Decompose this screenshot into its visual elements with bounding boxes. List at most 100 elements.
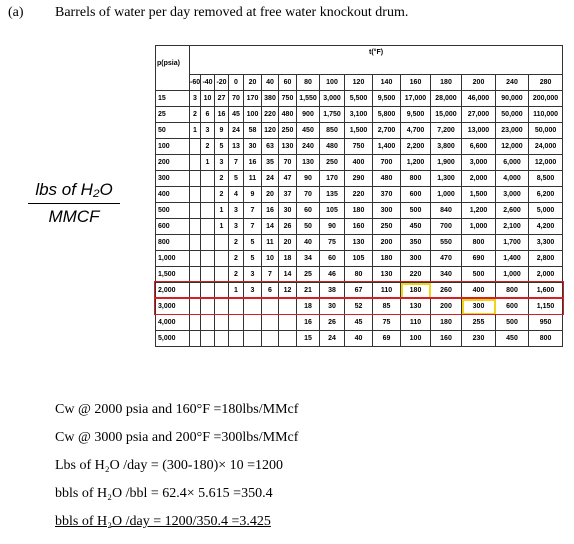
empty-cell — [228, 330, 244, 347]
empty-cell — [200, 186, 215, 203]
value-cell: 250 — [278, 122, 297, 139]
value-cell: 90 — [319, 218, 345, 235]
value-cell: 70 — [278, 154, 297, 171]
value-cell: 1,900 — [430, 154, 462, 171]
value-cell: 1,000 — [430, 186, 462, 203]
value-cell: 45 — [344, 314, 373, 331]
calc-line: Lbs of H₂O /day = (300-180)× 10 =1200 — [55, 458, 284, 473]
value-cell: 15,000 — [430, 106, 462, 123]
value-cell: 1 — [228, 282, 244, 299]
value-cell: 2,700 — [372, 122, 401, 139]
value-cell: 5 — [243, 234, 262, 251]
value-cell: 16 — [214, 106, 229, 123]
value-cell: 46 — [319, 266, 345, 283]
value-cell: 25 — [296, 266, 320, 283]
value-cell: 3,000 — [461, 154, 496, 171]
value-cell: 6 — [261, 282, 279, 299]
value-cell: 5 — [228, 170, 244, 187]
empty-cell — [243, 314, 262, 331]
value-cell: 9,500 — [372, 90, 401, 107]
value-cell: 450 — [400, 218, 431, 235]
value-cell: 3,100 — [344, 106, 373, 123]
header-row: p(psia) t(°F) — [155, 45, 564, 91]
value-cell: 470 — [430, 250, 462, 267]
value-cell: 7,200 — [430, 122, 462, 139]
value-cell: 35 — [261, 154, 279, 171]
empty-cell — [200, 250, 215, 267]
value-cell: 40 — [296, 234, 320, 251]
value-cell: 180 — [400, 282, 431, 299]
value-cell: 58 — [243, 122, 262, 139]
value-cell: 80 — [344, 266, 373, 283]
value-cell: 47 — [278, 170, 297, 187]
value-cell: 12 — [278, 282, 297, 299]
empty-cell — [189, 298, 201, 315]
calc-line: Cw @ 3000 psia and 200°F =300lbs/MMcf — [55, 430, 299, 445]
value-cell: 63 — [261, 138, 279, 155]
value-cell: 100 — [400, 330, 431, 347]
value-cell: 9,500 — [400, 106, 431, 123]
value-cell: 600 — [495, 298, 529, 315]
empty-cell — [200, 314, 215, 331]
value-cell: 70 — [296, 186, 320, 203]
empty-cell — [278, 314, 297, 331]
value-cell: 1 — [214, 218, 229, 235]
value-cell: 500 — [495, 314, 529, 331]
empty-cell — [189, 202, 201, 219]
empty-cell — [228, 314, 244, 331]
value-cell: 120 — [261, 122, 279, 139]
pressure-cell: 1,000 — [155, 250, 190, 267]
column-header: 160 — [400, 74, 431, 91]
value-cell: 2 — [189, 106, 201, 123]
value-cell: 14 — [261, 218, 279, 235]
value-cell: 240 — [296, 138, 320, 155]
value-cell: 75 — [319, 234, 345, 251]
value-cell: 3 — [243, 266, 262, 283]
value-cell: 50 — [296, 218, 320, 235]
value-cell: 26 — [278, 218, 297, 235]
value-cell: 6 — [200, 106, 215, 123]
calc-line: bbls of H₂O /bbl = 62.4× 5.615 =350.4 — [55, 486, 273, 501]
value-cell: 3 — [228, 218, 244, 235]
value-cell: 480 — [372, 170, 401, 187]
value-cell: 1,200 — [400, 154, 431, 171]
value-cell: 30 — [278, 202, 297, 219]
pressure-cell: 15 — [155, 90, 190, 107]
value-cell: 12,000 — [495, 138, 529, 155]
value-cell: 38 — [319, 282, 345, 299]
value-cell: 10 — [261, 250, 279, 267]
pressure-cell: 2,000 — [155, 282, 190, 299]
column-header: 40 — [261, 74, 279, 91]
value-cell: 255 — [461, 314, 496, 331]
value-cell: 130 — [344, 234, 373, 251]
empty-cell — [278, 298, 297, 315]
value-cell: 750 — [344, 138, 373, 155]
value-cell: 26 — [319, 314, 345, 331]
column-header: 120 — [344, 74, 373, 91]
value-cell: 220 — [261, 106, 279, 123]
value-cell: 69 — [372, 330, 401, 347]
value-cell: 480 — [319, 138, 345, 155]
value-cell: 750 — [278, 90, 297, 107]
value-cell: 290 — [344, 170, 373, 187]
value-cell: 800 — [527, 330, 564, 347]
calc-result: bbls of H₂O /day = 1200/350.4 =3.425 — [55, 514, 271, 529]
empty-cell — [200, 298, 215, 315]
data-row: 2,000 1 3 6 12 21 38 67 110 180 260 400 800 1,600 — [155, 282, 564, 299]
column-header-row: -60 -40 -20 0 20 40 60 80 100 120 140 160 180 200 240 2… — [156, 74, 564, 91]
value-cell: 27,000 — [461, 106, 496, 123]
column-header: -60 — [189, 74, 201, 91]
value-cell: 90 — [296, 170, 320, 187]
empty-cell — [261, 314, 279, 331]
value-cell: 950 — [527, 314, 564, 331]
value-cell: 400 — [344, 154, 373, 171]
empty-cell — [189, 266, 201, 283]
value-cell: 170 — [243, 90, 262, 107]
pressure-cell: 800 — [155, 234, 190, 251]
value-cell: 8,500 — [527, 170, 564, 187]
pressure-cell: 500 — [155, 202, 190, 219]
value-cell: 7 — [243, 218, 262, 235]
value-cell: 550 — [430, 234, 462, 251]
value-cell: 1,000 — [461, 218, 496, 235]
